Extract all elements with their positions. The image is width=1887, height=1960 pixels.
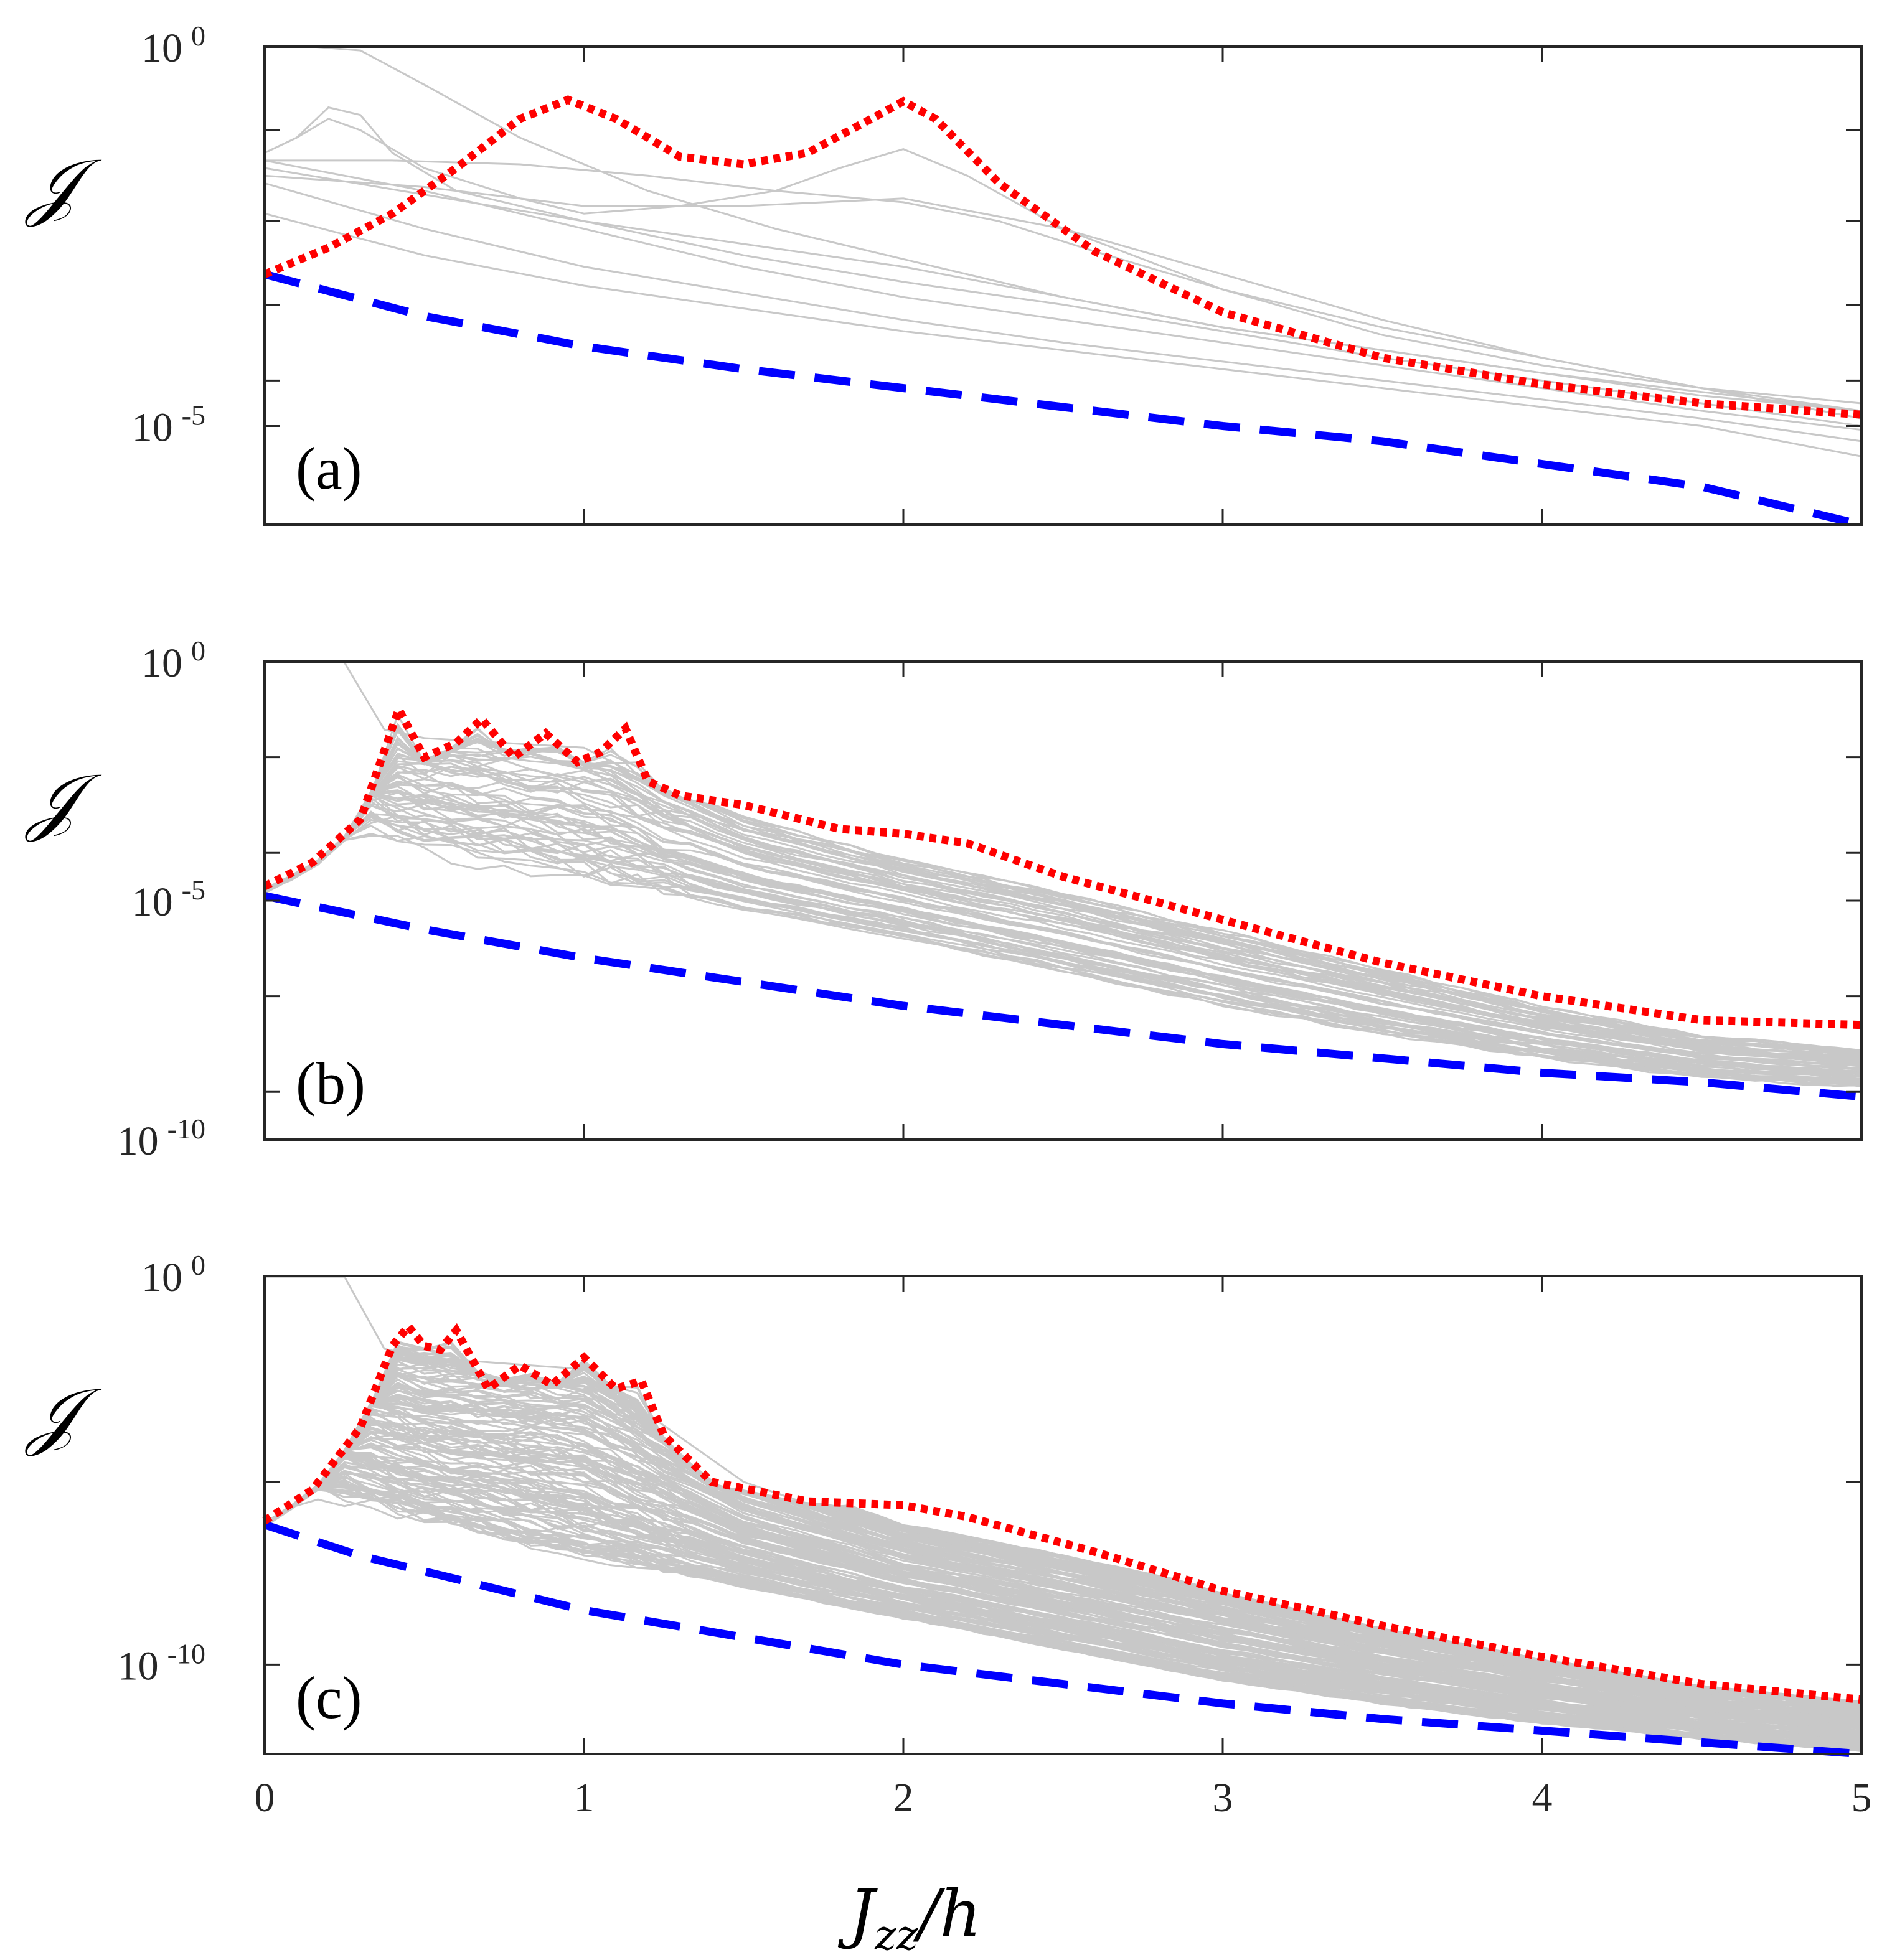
gray-curve [265, 1375, 1861, 1712]
blue-dashed-min-curve [263, 1521, 1862, 1758]
gray-curve [265, 771, 1861, 1067]
gray-curve [265, 738, 1861, 1057]
x-axis-label: Jzz/h [837, 1875, 981, 1959]
panel-label: (c) [296, 1664, 362, 1731]
gray-curve [265, 754, 1861, 1062]
gray-curve [265, 1351, 1861, 1707]
gray-curve [265, 1368, 1861, 1712]
gray-curve [265, 1378, 1861, 1714]
gray-curve [265, 1443, 1861, 1735]
gray-curve [265, 1445, 1861, 1736]
gray-curve [265, 1394, 1861, 1718]
gray-curve [265, 728, 1861, 1053]
gray-curve-gray-8 [265, 212, 1861, 457]
y-tick-label: 10 0 [141, 20, 205, 71]
blue-dashed-min-curve [263, 270, 1863, 529]
y-axis-label: 𝒥 [24, 757, 101, 843]
red-dotted-max-curve [263, 699, 1862, 1029]
gray-curve [265, 754, 1861, 1061]
blue-dashed-min-curve [263, 891, 1862, 1101]
x-tick-label: 0 [255, 1775, 275, 1821]
gray-curve [265, 1486, 1861, 1747]
axes-box [263, 45, 1863, 526]
x-tick-label: 2 [893, 1775, 914, 1821]
gray-curve [265, 1431, 1861, 1730]
red-dotted-max-curve [263, 95, 1862, 419]
gray-curve-top [265, 1276, 1861, 1712]
plot-area [265, 1276, 1861, 1752]
x-tick-label: 5 [1852, 1775, 1872, 1821]
gray-curve [265, 792, 1861, 1078]
x-tick-label: 4 [1532, 1775, 1553, 1821]
y-tick-label: 10 -5 [132, 874, 205, 925]
gray-curve [265, 1456, 1861, 1740]
gray-curve [265, 1375, 1861, 1712]
gray-curve [265, 1464, 1861, 1742]
gray-curve [265, 1485, 1861, 1750]
y-tick-label: 10 -5 [132, 400, 205, 451]
gray-curve [265, 1402, 1861, 1723]
gray-curve [265, 1428, 1861, 1728]
gray-curve [265, 752, 1861, 1064]
gray-curve [265, 1375, 1861, 1710]
gray-curve [265, 1341, 1861, 1704]
gray-curve-gray-3 [265, 118, 1861, 405]
y-axis-label: 𝒥 [24, 1372, 101, 1458]
gray-curve [265, 1449, 1861, 1738]
y-tick-label: 10 0 [141, 635, 205, 686]
gray-curve [265, 803, 1861, 1077]
gray-curve [265, 1489, 1861, 1751]
y-tick-label: 10 -10 [118, 1113, 205, 1164]
panel-label: (a) [296, 435, 362, 502]
gray-curve-gray-2 [265, 106, 1861, 412]
axes-box [263, 1275, 1863, 1755]
gray-curve [265, 1451, 1861, 1740]
gray-curve-gray-7 [265, 182, 1861, 443]
gray-curve [265, 799, 1861, 1080]
gray-curve [265, 1465, 1861, 1743]
gray-curve [265, 1473, 1861, 1745]
red-dotted-max-curve [262, 1320, 1862, 1704]
gray-curve [265, 793, 1861, 1075]
x-tick-label: 3 [1213, 1775, 1233, 1821]
gray-curve [265, 1411, 1861, 1726]
x-tick-label: 1 [574, 1775, 595, 1821]
gray-curve [265, 713, 1861, 1052]
gray-curve [265, 833, 1861, 1087]
gray-curve [265, 1374, 1861, 1710]
gray-curve [265, 818, 1861, 1085]
y-tick-label: 10 0 [141, 1249, 205, 1300]
gray-curve [265, 1397, 1861, 1720]
plot-area [265, 662, 1861, 1087]
gray-curve [265, 1438, 1861, 1732]
y-tick-label: 10 -10 [118, 1638, 205, 1689]
gray-curve [265, 1414, 1861, 1725]
gray-curve [265, 1426, 1861, 1730]
panel-label: (b) [296, 1050, 365, 1117]
panel-c: 10 0 10 -10 𝒥 (c) [24, 1249, 1863, 1758]
gray-curve [265, 1382, 1861, 1713]
y-axis-label: 𝒥 [24, 143, 101, 228]
gray-curve [265, 776, 1861, 1071]
gray-curve [265, 1394, 1861, 1717]
panel-a: 10 0 10 -5 𝒥 (a) [24, 20, 1863, 529]
gray-curve-gray-9 [265, 159, 1861, 431]
panel-b: 10 0 10 -5 10 -10 𝒥 (b) [24, 635, 1863, 1164]
gray-curve-top [265, 662, 1861, 1064]
